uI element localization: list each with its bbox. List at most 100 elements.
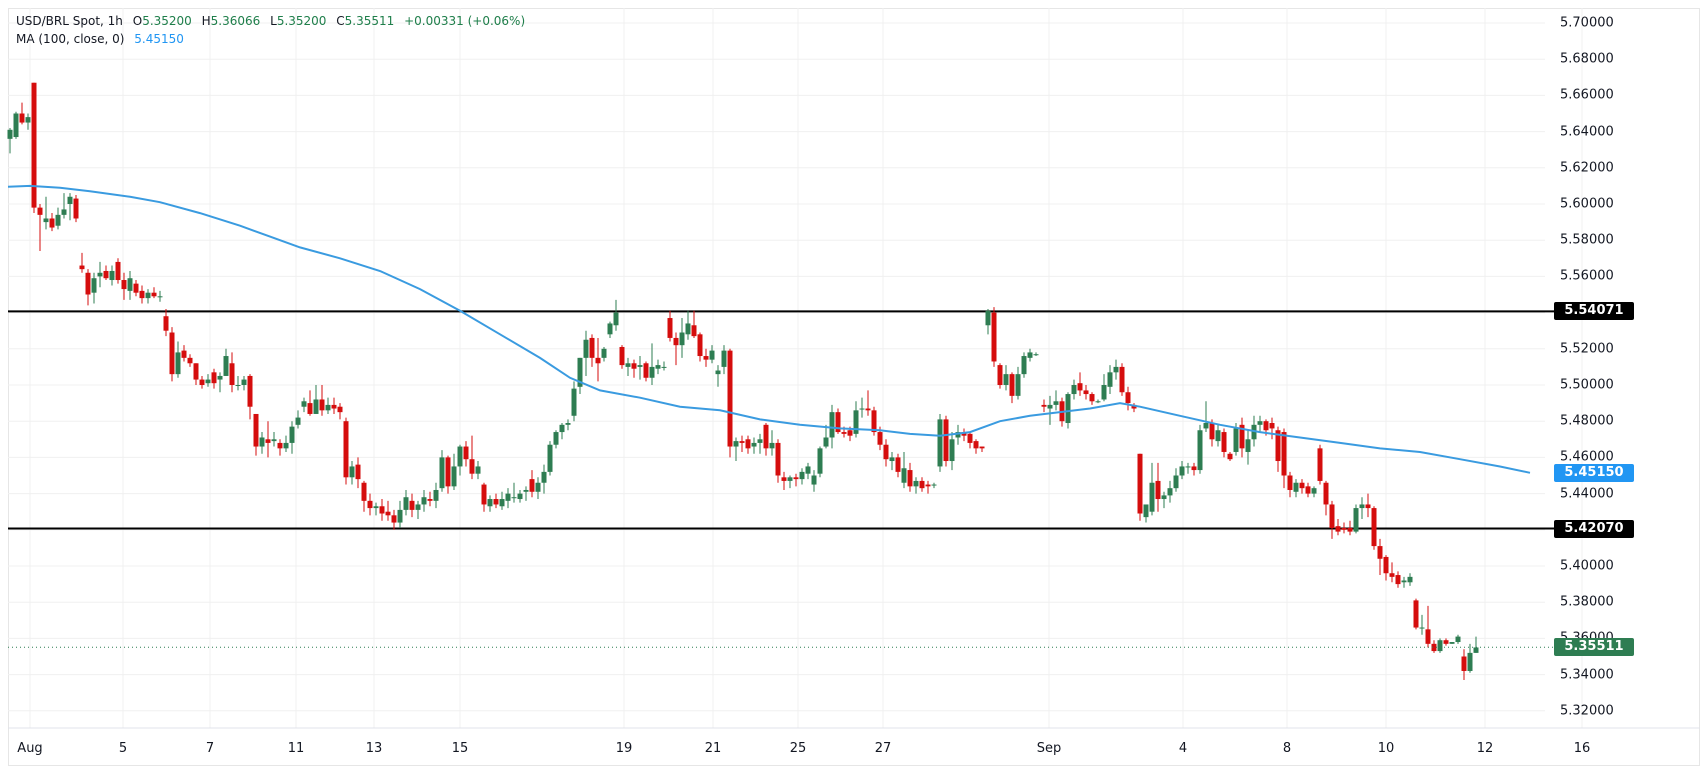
candle	[361, 480, 367, 512]
candle	[901, 451, 907, 489]
candle	[1449, 642, 1455, 644]
candle	[961, 428, 967, 442]
candle	[1401, 576, 1407, 588]
candle	[1341, 522, 1347, 534]
candle	[547, 441, 553, 476]
price-tick: 5.50000	[1560, 377, 1614, 393]
candle	[805, 462, 811, 480]
candle	[523, 486, 529, 501]
candle	[1185, 462, 1191, 474]
candle	[1431, 640, 1437, 653]
candle	[217, 372, 223, 393]
candle	[835, 408, 841, 434]
close-value: 5.35511	[344, 14, 395, 28]
candle	[919, 477, 925, 492]
candle	[829, 404, 835, 449]
candle	[667, 310, 673, 342]
price-tick: 5.68000	[1560, 51, 1614, 67]
candle	[649, 343, 655, 385]
candle	[1089, 392, 1095, 405]
candle	[1053, 390, 1059, 411]
candle	[379, 499, 385, 521]
price-tick: 5.34000	[1560, 667, 1614, 683]
time-tick: 21	[704, 741, 722, 756]
time-tick: 25	[789, 741, 807, 756]
candle	[925, 480, 931, 494]
chart-frame	[8, 8, 1700, 766]
candle	[1311, 486, 1317, 498]
candle	[1161, 491, 1167, 509]
time-tick: Aug	[17, 741, 43, 756]
candle	[871, 406, 877, 436]
candle	[397, 500, 403, 528]
candle	[583, 330, 589, 376]
candle	[451, 453, 457, 490]
candle	[1173, 468, 1179, 492]
candle	[1467, 643, 1473, 673]
candle	[7, 127, 13, 154]
candle	[241, 375, 247, 391]
candle	[505, 488, 511, 509]
candle	[1041, 399, 1047, 413]
candle	[109, 265, 115, 286]
price-tick: 5.62000	[1560, 160, 1614, 176]
price-tick: 5.46000	[1560, 449, 1614, 465]
candle	[445, 455, 451, 494]
candle	[1113, 359, 1119, 380]
candle	[457, 444, 463, 476]
candle	[481, 482, 487, 512]
candle	[1281, 428, 1287, 489]
candle	[1245, 430, 1251, 465]
candle	[151, 287, 157, 299]
candle	[43, 196, 49, 230]
candle	[1293, 479, 1299, 498]
candle	[1047, 395, 1053, 425]
candle	[553, 430, 559, 449]
candle	[1329, 500, 1335, 539]
candle	[1071, 379, 1077, 400]
time-tick: Sep	[1036, 741, 1062, 756]
candle	[415, 500, 421, 519]
price-tick: 5.38000	[1560, 594, 1614, 610]
candle	[421, 489, 427, 512]
price-tick: 5.40000	[1560, 558, 1614, 574]
candle	[307, 390, 313, 416]
candle	[349, 461, 355, 485]
candle	[739, 435, 745, 452]
candle	[1455, 634, 1461, 644]
candle	[61, 193, 67, 219]
candle	[175, 341, 181, 378]
candle	[433, 482, 439, 509]
candle	[367, 493, 373, 516]
candle	[1413, 598, 1419, 630]
time-tick: 10	[1377, 741, 1395, 756]
candle	[439, 450, 445, 492]
candle	[1473, 636, 1479, 653]
candle	[775, 439, 781, 483]
candle	[67, 193, 73, 221]
price-tick: 5.66000	[1560, 87, 1614, 103]
candle	[637, 356, 643, 380]
candle	[1203, 401, 1209, 433]
candle	[565, 419, 571, 431]
candle	[1021, 352, 1027, 378]
candle	[751, 437, 757, 454]
legend-ma: MA (100, close, 0) 5.45150	[16, 32, 190, 46]
candle	[967, 432, 973, 449]
candle	[169, 327, 175, 382]
time-tick: 15	[451, 741, 469, 756]
candle	[1003, 365, 1009, 391]
candle	[115, 258, 121, 284]
candle	[391, 509, 397, 530]
candle	[799, 468, 805, 485]
candle	[325, 397, 331, 414]
candle	[1239, 417, 1245, 458]
candle	[817, 446, 823, 478]
candle	[625, 357, 631, 376]
candle	[1287, 471, 1293, 498]
candle	[283, 435, 289, 452]
time-tick: 19	[615, 741, 633, 756]
candle	[187, 354, 193, 367]
candle	[211, 368, 217, 389]
